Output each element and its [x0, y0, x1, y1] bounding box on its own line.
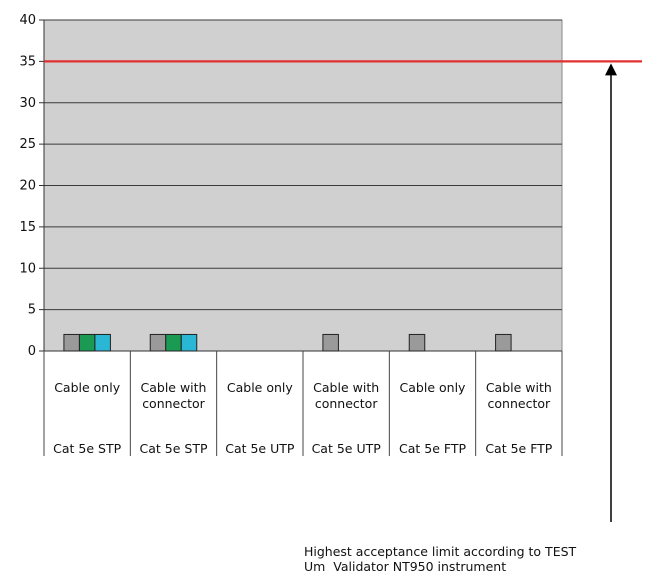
bar	[94, 333, 111, 352]
y-tick-label: 20	[19, 179, 36, 194]
bar	[149, 333, 167, 352]
group-label: Cat 5e UTP	[225, 441, 295, 456]
annotation-arrow-head	[605, 63, 617, 76]
group-label: Cat 5e STP	[140, 441, 208, 456]
y-tick-label: 15	[19, 220, 36, 235]
bar	[408, 333, 426, 352]
y-tick-label: 25	[19, 137, 36, 152]
bar	[63, 333, 80, 352]
group-label: Cat 5e FTP	[399, 441, 466, 456]
category-label: Cable only	[400, 380, 467, 395]
y-tick-label: 35	[19, 54, 36, 69]
category-label: Cable with connector	[486, 380, 552, 411]
category-label: Cable only	[54, 380, 121, 395]
y-tick-label: 40	[19, 13, 36, 28]
bar	[165, 333, 182, 352]
group-label: Cat 5e STP	[53, 441, 121, 456]
group-label: Cat 5e FTP	[485, 441, 552, 456]
bar	[322, 333, 339, 352]
y-tick-label: 30	[19, 96, 36, 111]
y-tick-label: 10	[19, 261, 36, 276]
y-tick-label: 0	[28, 344, 36, 359]
bar	[78, 333, 96, 352]
reference-line-annotation: Highest acceptance limit according to TE…	[304, 544, 577, 574]
y-tick-label: 5	[28, 303, 36, 318]
bar	[495, 333, 512, 352]
category-label: Cable with connector	[141, 380, 207, 411]
category-label: Cable with connector	[313, 380, 379, 411]
bar	[180, 333, 198, 352]
category-label: Cable only	[227, 380, 294, 395]
group-label: Cat 5e UTP	[312, 441, 382, 456]
